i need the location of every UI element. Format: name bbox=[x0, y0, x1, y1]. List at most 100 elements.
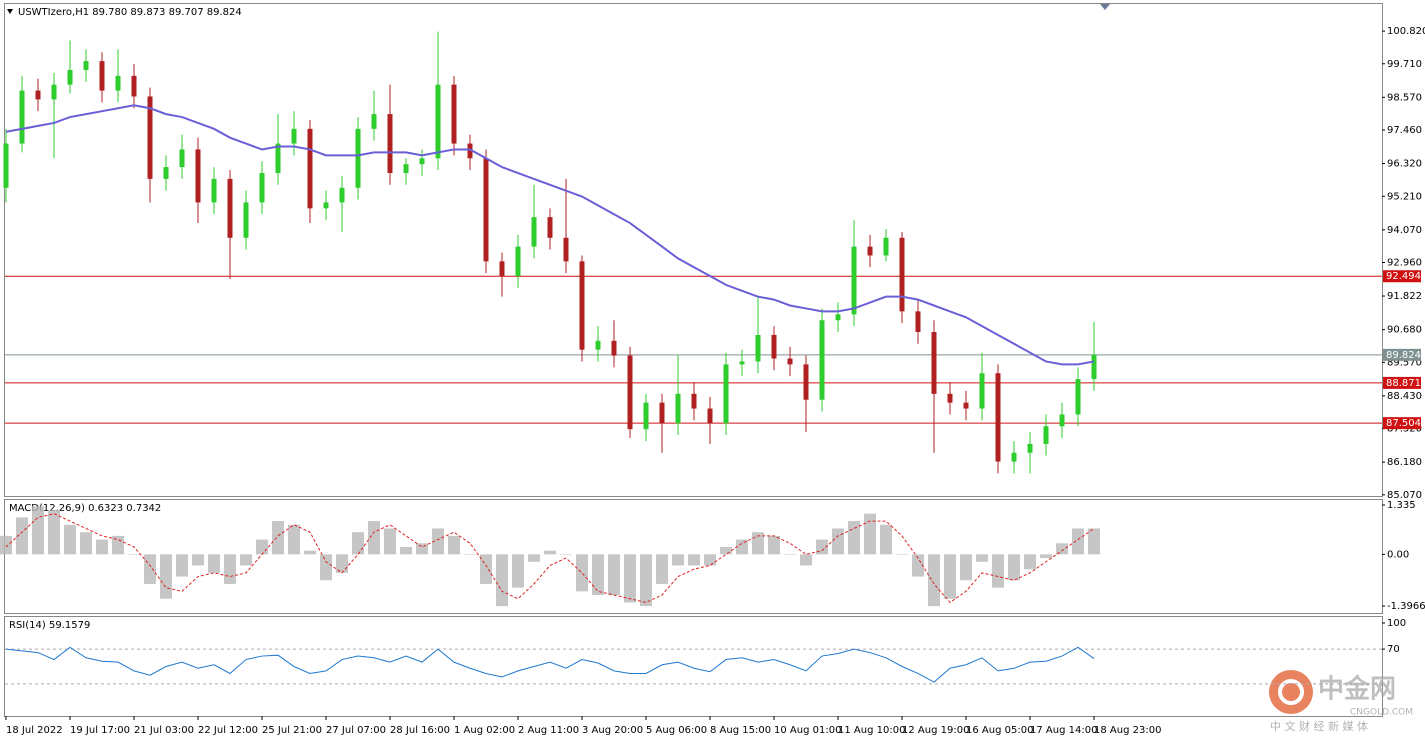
y-tick-label: 85.070 bbox=[1387, 490, 1422, 501]
x-tick-label: 18 Jul 2022 bbox=[6, 725, 63, 736]
y-tick-label: 100 bbox=[1387, 618, 1406, 629]
x-tick-label: 17 Aug 14:00 bbox=[1030, 725, 1097, 736]
macd-bar bbox=[16, 517, 28, 555]
candle-body bbox=[1091, 354, 1097, 380]
candle-body bbox=[451, 84, 457, 144]
macd-bar bbox=[848, 521, 860, 555]
candle-body bbox=[819, 320, 825, 400]
x-tick-label: 21 Jul 03:00 bbox=[134, 725, 194, 736]
candle-body bbox=[563, 237, 569, 262]
candle-body bbox=[1027, 443, 1033, 453]
watermark-tagline: 中 文 财 经 新 媒 体 bbox=[1270, 719, 1368, 733]
candle-body bbox=[419, 158, 425, 165]
candle-body bbox=[835, 314, 841, 321]
level-label-box bbox=[1383, 270, 1421, 283]
candle-body bbox=[547, 217, 553, 238]
y-tick-label: 92.960 bbox=[1387, 258, 1422, 269]
macd-bar bbox=[224, 554, 236, 584]
candle-body bbox=[947, 393, 953, 403]
level-label-box bbox=[1383, 348, 1421, 361]
y-tick-label: 91.822 bbox=[1387, 291, 1422, 302]
macd-bar bbox=[528, 554, 540, 562]
candle-body bbox=[803, 364, 809, 400]
macd-bar bbox=[192, 554, 204, 566]
candle-body bbox=[35, 90, 41, 100]
macd-bar bbox=[400, 546, 412, 555]
macd-bar bbox=[720, 546, 732, 555]
y-tick-label: 89.570 bbox=[1387, 357, 1422, 368]
candle-body bbox=[867, 246, 873, 256]
candle-body bbox=[163, 167, 169, 179]
candle-body bbox=[339, 187, 345, 203]
y-tick-label: 88.430 bbox=[1387, 391, 1422, 402]
macd-bar bbox=[1072, 528, 1084, 555]
candle-body bbox=[1043, 426, 1049, 444]
macd-bar bbox=[928, 554, 940, 607]
y-tick-label: 0.00 bbox=[1387, 549, 1409, 560]
watermark-name: 中金网 bbox=[1318, 674, 1396, 705]
candle-body bbox=[99, 61, 105, 91]
level-label-box bbox=[1383, 376, 1421, 389]
macd-bar bbox=[176, 554, 188, 577]
candle-body bbox=[243, 202, 249, 238]
macd-bar bbox=[240, 554, 252, 566]
macd-bar bbox=[544, 550, 556, 555]
macd-bar bbox=[656, 554, 668, 584]
level-label: 88.871 bbox=[1386, 378, 1421, 389]
y-tick-label: 1.335 bbox=[1387, 500, 1416, 511]
macd-bar bbox=[320, 554, 332, 581]
macd-bar bbox=[1024, 554, 1036, 570]
macd-bar bbox=[816, 539, 828, 555]
candle-body bbox=[323, 202, 329, 209]
macd-bar bbox=[384, 528, 396, 555]
macd-bar bbox=[832, 528, 844, 555]
x-tick-label: 3 Aug 20:00 bbox=[582, 725, 643, 736]
macd-bar bbox=[784, 554, 796, 555]
watermark: 中金网 CNGOLD.COM 中 文 财 经 新 媒 体 bbox=[1269, 670, 1413, 733]
candle-body bbox=[355, 128, 361, 188]
macd-bar bbox=[768, 535, 780, 555]
macd-bar bbox=[688, 554, 700, 566]
macd-bar bbox=[448, 535, 460, 555]
candle-body bbox=[51, 84, 57, 100]
y-tick-label: 70 bbox=[1387, 644, 1400, 655]
candle-body bbox=[179, 149, 185, 168]
macd-bar bbox=[96, 539, 108, 555]
y-tick-label: 96.320 bbox=[1387, 159, 1422, 170]
watermark-logo-ring bbox=[1278, 679, 1304, 705]
macd-bar bbox=[128, 554, 140, 555]
candle-body bbox=[387, 114, 393, 174]
x-tick-label: 22 Jul 12:00 bbox=[198, 725, 258, 736]
macd-bar bbox=[912, 554, 924, 577]
watermark-logo bbox=[1269, 670, 1313, 714]
candle-body bbox=[579, 261, 585, 350]
rsi-line bbox=[5, 646, 1095, 683]
level-label: 87.504 bbox=[1386, 418, 1421, 429]
macd-bar bbox=[880, 524, 892, 555]
macd-bar bbox=[1056, 543, 1068, 555]
candle-body bbox=[435, 84, 441, 159]
macd-bar bbox=[960, 554, 972, 581]
candle-body bbox=[211, 178, 217, 203]
macd-bar bbox=[576, 554, 588, 592]
x-tick-label: 1 Aug 02:00 bbox=[454, 725, 515, 736]
x-tick-label: 25 Jul 21:00 bbox=[262, 725, 322, 736]
candle-body bbox=[291, 128, 297, 144]
candle-body bbox=[115, 75, 121, 91]
candle-body bbox=[899, 237, 905, 312]
candle-body bbox=[627, 355, 633, 430]
macd-bar bbox=[592, 554, 604, 596]
candle-body bbox=[755, 334, 761, 362]
watermark-site: CNGOLD.COM bbox=[1350, 708, 1413, 718]
macd-bar bbox=[272, 521, 284, 555]
macd-bar bbox=[736, 539, 748, 555]
macd-bar bbox=[560, 554, 572, 555]
y-tick-label: -1.3966 bbox=[1387, 601, 1425, 612]
x-tick-label: 16 Aug 05:00 bbox=[966, 725, 1033, 736]
macd-bar bbox=[992, 554, 1004, 588]
macd-bar bbox=[432, 528, 444, 555]
macd-bar bbox=[112, 535, 124, 555]
candle-body bbox=[675, 393, 681, 424]
